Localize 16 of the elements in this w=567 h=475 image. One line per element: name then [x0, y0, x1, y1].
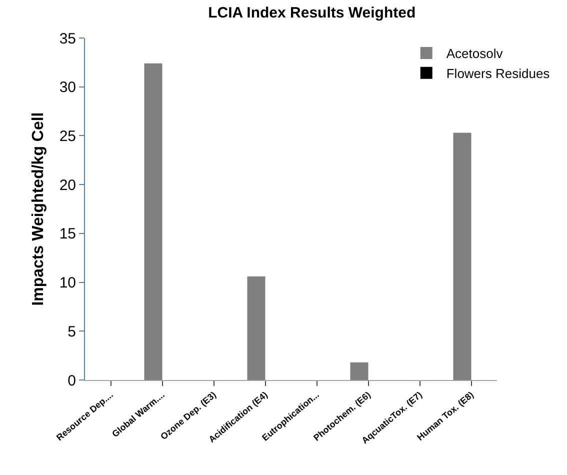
y-tick-label: 10 — [59, 274, 76, 292]
bar — [453, 132, 472, 380]
y-tick-label: 0 — [68, 372, 76, 390]
y-tick-label: 35 — [59, 30, 76, 48]
bar — [144, 63, 162, 380]
y-axis-title: Impacts Weighted/kg Cell — [30, 112, 47, 306]
chart-title: LCIA Index Results Weighted — [208, 4, 416, 22]
bar — [350, 362, 368, 380]
y-tick-label: 25 — [59, 128, 76, 145]
y-tick-label: 20 — [59, 176, 76, 194]
bar — [247, 276, 266, 380]
y-tick-label: 5 — [68, 323, 76, 340]
legend-label: Acetosolv — [446, 46, 504, 62]
y-tick-label: 15 — [59, 226, 76, 243]
y-tick-label: 30 — [59, 79, 76, 96]
legend-label: Flowers Residues — [446, 66, 550, 81]
